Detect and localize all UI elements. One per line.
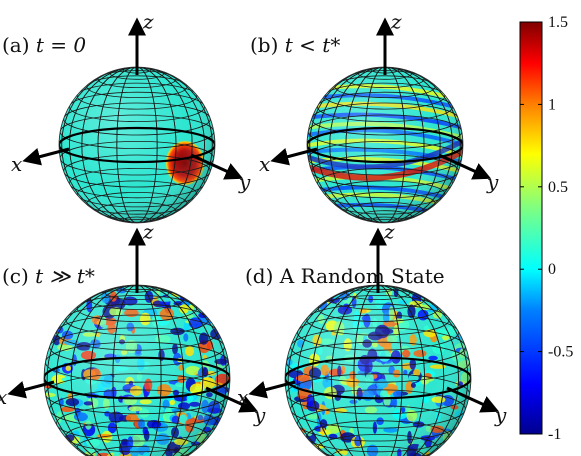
panel-a: z x y (a) t = 0 <box>2 9 251 224</box>
equator-b <box>307 126 463 164</box>
x-axis-arrow <box>7 380 55 399</box>
panel-c: zxy(c) t ≫ t* <box>0 220 266 456</box>
x-axis-label: x <box>11 152 22 176</box>
equator-a <box>59 126 215 164</box>
z-axis-label: z <box>390 9 402 33</box>
panel-d: zxy(d) A Random State <box>237 220 507 456</box>
z-axis-label: z <box>142 9 154 33</box>
axes-b <box>270 17 492 180</box>
panel-label-a: (a) t = 0 <box>2 33 86 57</box>
y-axis-label: y <box>238 170 251 194</box>
axes-c <box>7 227 259 413</box>
colorbar-tick-label: 1.5 <box>548 14 568 31</box>
colorbar-gradient <box>519 21 543 435</box>
axes-a <box>22 17 244 180</box>
panel-label-c: (c) t ≫ t* <box>2 264 95 288</box>
x-axis-label: x <box>0 385 7 409</box>
y-axis-arrow <box>205 386 259 413</box>
panel-label-d: (d) A Random State <box>245 264 445 288</box>
colorbar-tick-label: -1 <box>548 426 561 443</box>
equator-c <box>44 356 230 400</box>
x-axis-arrow <box>248 380 296 399</box>
z-axis-label: z <box>383 220 395 244</box>
x-axis-label: x <box>259 152 270 176</box>
z-axis-label: z <box>142 220 154 244</box>
colorbar: 1.5 1 0.5 0 -0.5 -1 <box>519 14 573 443</box>
y-axis-label: y <box>486 170 499 194</box>
colorbar-tick-label: 0.5 <box>548 179 568 196</box>
axes-d <box>248 227 500 413</box>
colorbar-tick-label: -0.5 <box>548 344 573 361</box>
colorbar-tick-label: 1 <box>548 96 556 113</box>
x-axis-arrow <box>22 147 70 166</box>
colorbar-tick-label: 0 <box>548 261 556 278</box>
y-axis-label: y <box>253 403 266 427</box>
x-axis-arrow <box>270 147 318 166</box>
x-axis-label: x <box>237 385 248 409</box>
equator-d <box>285 356 471 400</box>
colorbar-ticks: 1.5 1 0.5 0 -0.5 -1 <box>520 14 573 443</box>
y-axis-arrow <box>190 153 244 180</box>
y-axis-arrow <box>446 386 500 413</box>
panel-b: z x y (b) t < t* <box>250 9 499 224</box>
y-axis-arrow <box>438 153 492 180</box>
panel-label-b: (b) t < t* <box>250 33 340 57</box>
y-axis-label: y <box>494 403 507 427</box>
